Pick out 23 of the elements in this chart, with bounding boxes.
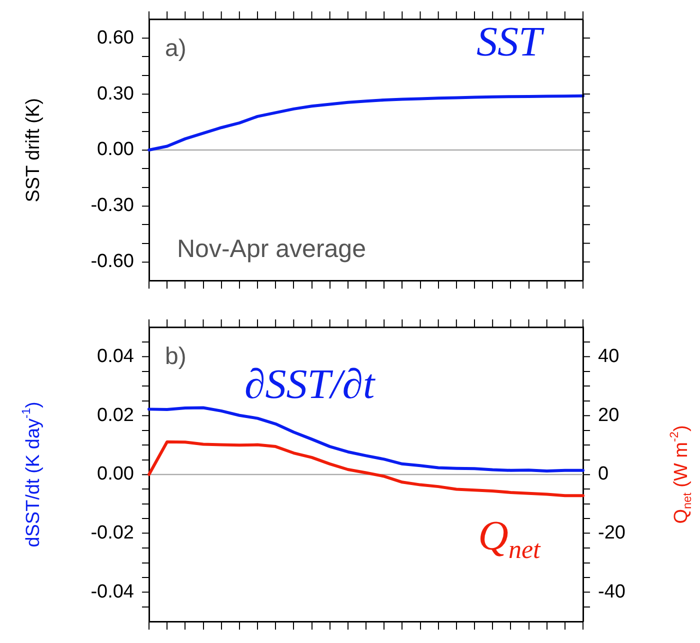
y-axis-title: dSST/dt (K day-1) xyxy=(20,402,44,548)
y-tick-label: -0.30 xyxy=(90,195,134,216)
y2-tick-label: -40 xyxy=(598,581,626,602)
y-tick-label: 0.00 xyxy=(97,139,134,160)
y-tick-label: -0.60 xyxy=(90,251,134,272)
y-tick-label: 0.04 xyxy=(97,346,134,368)
annotation: Nov-Apr average xyxy=(177,234,366,263)
y-tick-label: -0.02 xyxy=(90,522,134,544)
annotation: a) xyxy=(165,35,186,62)
y-tick-label: 0.00 xyxy=(97,464,134,485)
y2-axis-title: Qnet (W m-2) xyxy=(668,425,694,524)
y-tick-label: 0.60 xyxy=(97,27,134,48)
y2-tick-label: -20 xyxy=(598,522,626,544)
series-label: ∂SST/∂t xyxy=(244,362,376,408)
y2-tick-label: 40 xyxy=(598,346,620,368)
y-tick-label: 0.30 xyxy=(97,83,134,104)
y2-tick-label: 20 xyxy=(598,404,620,426)
annotation: b) xyxy=(165,343,186,370)
series-label: SST xyxy=(476,20,545,66)
y-tick-label: -0.04 xyxy=(90,581,134,602)
y-tick-label: 0.02 xyxy=(97,404,134,426)
y2-tick-label: 0 xyxy=(598,464,609,485)
y-axis-title: SST drift (K) xyxy=(23,98,44,202)
